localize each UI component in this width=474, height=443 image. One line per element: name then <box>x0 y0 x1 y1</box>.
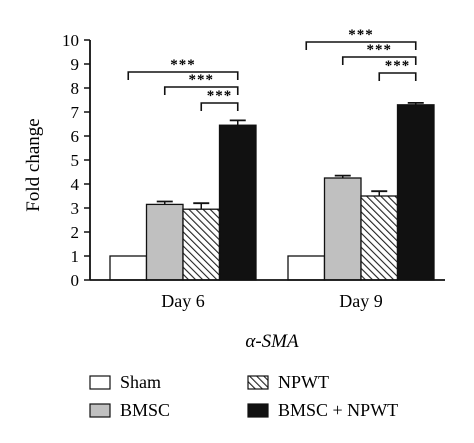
legend-label-sham: Sham <box>120 372 161 392</box>
bar-day-9-bmsc <box>323 177 362 281</box>
legend-label-bmsc: BMSC <box>120 400 170 420</box>
legend-swatch-npwt <box>247 375 269 390</box>
sig-label-1: *** <box>189 72 215 88</box>
y-axis-title: Fold change <box>23 118 44 211</box>
sig-label-5: *** <box>385 58 411 74</box>
y-tick-label-4: 4 <box>71 175 80 194</box>
sig-bracket-4 <box>341 56 417 65</box>
bar-day-9-sham <box>287 255 326 281</box>
significance-brackets: ****************** <box>127 27 417 111</box>
sig-bracket-3 <box>305 41 417 50</box>
bar-day-6-bmsc-npwt <box>218 124 257 281</box>
y-tick-label-5: 5 <box>71 151 80 170</box>
sig-label-3: *** <box>348 27 374 43</box>
sig-label-0: *** <box>170 57 196 73</box>
sig-bracket-1 <box>163 86 239 95</box>
y-tick-label-6: 6 <box>71 127 80 146</box>
legend-swatch-bmsc-npwt <box>247 403 269 418</box>
y-tick-label-7: 7 <box>71 103 80 122</box>
bar-day-6-sham <box>109 255 148 281</box>
y-tick-label-9: 9 <box>71 55 80 74</box>
legend-label-npwt: NPWT <box>278 372 329 392</box>
bar-day-9-npwt <box>360 195 399 281</box>
sig-bracket-0 <box>127 71 239 80</box>
y-tick-label-1: 1 <box>71 247 80 266</box>
sig-label-4: *** <box>367 42 393 58</box>
bar-day-6-bmsc <box>145 203 184 281</box>
sig-label-2: *** <box>207 88 233 104</box>
bar-day-6-npwt <box>182 208 221 281</box>
sig-bracket-5 <box>378 72 417 81</box>
legend-label-bmsc-npwt: BMSC + NPWT <box>278 400 398 420</box>
y-tick-label-0: 0 <box>71 271 80 290</box>
y-tick-label-2: 2 <box>71 223 80 242</box>
bar-day-9-bmsc-npwt <box>396 104 435 281</box>
x-axis-title: α-SMA <box>245 331 299 352</box>
bars <box>109 101 435 281</box>
sig-bracket-2 <box>200 102 239 111</box>
x-axis-categories: Day 6 Day 9 <box>161 291 383 311</box>
legend: Sham NPWT BMSC BMSC + NPWT <box>89 372 398 420</box>
y-axis: 0 1 2 3 4 5 6 7 8 9 10 <box>62 31 91 290</box>
y-tick-label-10: 10 <box>62 31 79 50</box>
legend-swatch-bmsc <box>89 403 111 418</box>
y-tick-label-8: 8 <box>71 79 80 98</box>
x-category-label-0: Day 6 <box>161 291 205 311</box>
y-tick-label-3: 3 <box>71 199 80 218</box>
legend-swatch-sham <box>89 375 111 390</box>
x-category-label-1: Day 9 <box>339 291 383 311</box>
